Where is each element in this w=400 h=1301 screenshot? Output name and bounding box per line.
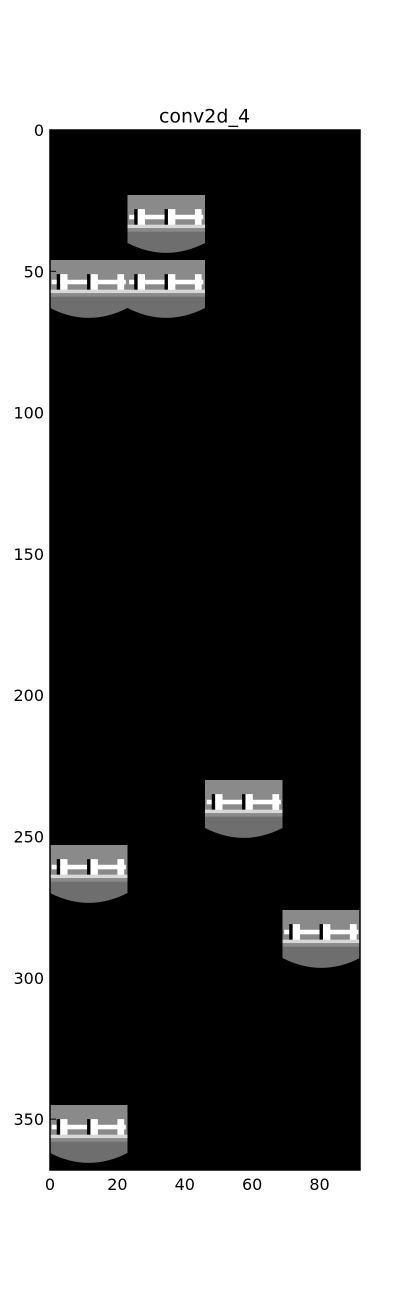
plot-frame	[49, 129, 361, 1171]
x-tick-label: 80	[309, 1175, 329, 1194]
feature-tile	[50, 1105, 128, 1170]
x-tick-label: 40	[175, 1175, 195, 1194]
chart-title: conv2d_4	[159, 106, 250, 128]
feature-tile	[127, 260, 205, 325]
y-tick-label: 200	[13, 686, 44, 705]
feature-tile	[50, 260, 128, 325]
y-tick-label: 150	[13, 545, 44, 564]
feature-tile	[282, 910, 360, 975]
x-tick-label: 20	[107, 1175, 127, 1194]
plot-area	[49, 129, 361, 1171]
y-tick-label: 250	[13, 828, 44, 847]
feature-tile	[205, 780, 283, 845]
y-tick-label: 100	[13, 404, 44, 423]
x-tick-label: 0	[45, 1175, 55, 1194]
y-tick-label: 350	[13, 1110, 44, 1129]
x-axis: 0 20 40 60 80	[45, 1164, 330, 1194]
feature-tile	[50, 845, 128, 910]
y-tick-label: 50	[24, 262, 44, 281]
y-tick-label: 300	[13, 969, 44, 988]
y-tick-label: 0	[34, 121, 44, 140]
y-axis: 0 50 100 150 200 250 300 350	[13, 121, 56, 1129]
x-tick-label: 60	[242, 1175, 262, 1194]
feature-tile	[127, 195, 205, 260]
